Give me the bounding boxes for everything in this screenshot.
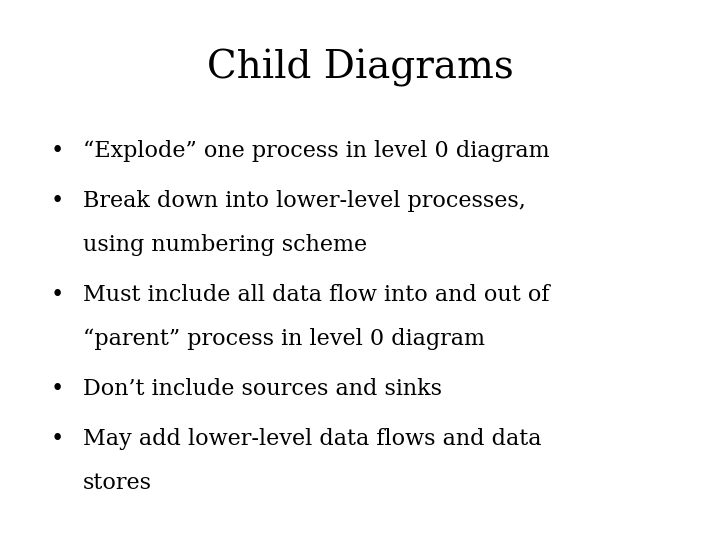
Text: •: •: [50, 140, 63, 163]
Text: “parent” process in level 0 diagram: “parent” process in level 0 diagram: [83, 328, 485, 350]
Text: •: •: [50, 378, 63, 400]
Text: Child Diagrams: Child Diagrams: [207, 49, 513, 86]
Text: “Explode” one process in level 0 diagram: “Explode” one process in level 0 diagram: [83, 140, 549, 163]
Text: •: •: [50, 284, 63, 306]
Text: •: •: [50, 190, 63, 212]
Text: •: •: [50, 428, 63, 450]
Text: Break down into lower-level processes,: Break down into lower-level processes,: [83, 190, 526, 212]
Text: Don’t include sources and sinks: Don’t include sources and sinks: [83, 378, 442, 400]
Text: Must include all data flow into and out of: Must include all data flow into and out …: [83, 284, 549, 306]
Text: May add lower-level data flows and data: May add lower-level data flows and data: [83, 428, 541, 450]
Text: using numbering scheme: using numbering scheme: [83, 234, 367, 256]
Text: stores: stores: [83, 472, 152, 494]
